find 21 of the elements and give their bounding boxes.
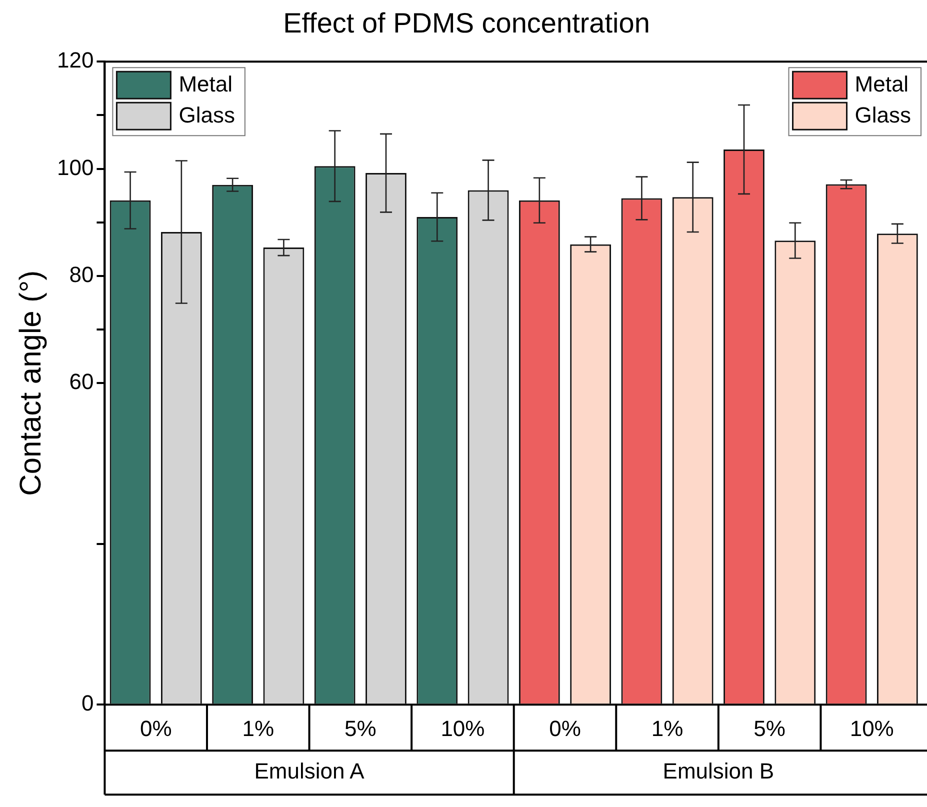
x-tick-label: 5% <box>754 716 786 741</box>
x-tick-label: 10% <box>850 716 894 741</box>
chart-title: Effect of PDMS concentration <box>283 8 650 39</box>
x-tick-label: 0% <box>140 716 172 741</box>
y-tick-label: 80 <box>69 262 94 287</box>
x-tick-label: 10% <box>440 716 485 741</box>
text: Emulsion B <box>662 758 774 784</box>
legend-label: Glass <box>854 102 912 128</box>
x-tick-label: 1% <box>242 716 274 741</box>
x-tick-label: 0% <box>549 716 581 741</box>
y-tick-label: 100 <box>56 154 94 180</box>
y-tick-label: 60 <box>69 369 94 394</box>
x-tick-label: 1% <box>651 716 684 741</box>
y-axis-title: Contact angle (°) <box>14 270 48 496</box>
legend-label: Metal <box>854 72 909 97</box>
legend-label: Metal <box>178 72 233 97</box>
x-tick-label: 5% <box>344 716 376 741</box>
y-tick-label: 120 <box>56 48 94 73</box>
text: Emulsion A <box>254 758 365 784</box>
legend-label: Glass <box>178 102 235 128</box>
y-tick-label: 0 <box>81 690 94 716</box>
